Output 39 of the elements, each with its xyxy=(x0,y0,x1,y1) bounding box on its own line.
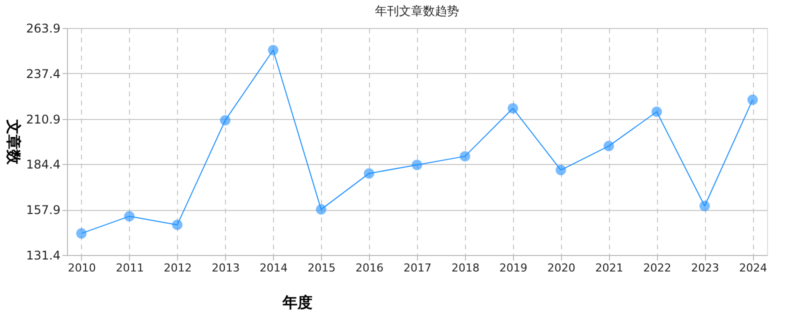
chart-title: 年刊文章数趋势 xyxy=(375,4,459,18)
point xyxy=(124,211,135,222)
y-tick-label: 263.9 xyxy=(26,22,60,36)
x-tick-label: 2019 xyxy=(499,262,528,274)
point xyxy=(604,140,614,152)
y-tick-label: 237.4 xyxy=(26,66,60,81)
x-tick-label: 2021 xyxy=(595,262,624,274)
point xyxy=(699,200,710,212)
point xyxy=(220,115,230,126)
y-tick-label: 131.4 xyxy=(26,248,60,262)
y-tick-label: 210.9 xyxy=(26,112,60,126)
x-tick-label: 2017 xyxy=(404,262,432,274)
x-tick-label: 2023 xyxy=(691,262,720,274)
x-tick-label: 2020 xyxy=(547,262,576,274)
point xyxy=(316,204,326,215)
point xyxy=(651,106,662,118)
point xyxy=(412,160,422,170)
point xyxy=(268,44,278,56)
point xyxy=(76,228,87,239)
point xyxy=(364,168,374,179)
x-tick-label: 2014 xyxy=(260,262,288,274)
x-tick-label: 2016 xyxy=(356,262,384,274)
x-tick-label: 2011 xyxy=(116,262,144,274)
x-axis-title: 年度 xyxy=(282,294,312,312)
x-tick-label: 2022 xyxy=(643,262,672,274)
point xyxy=(747,94,758,106)
y-tick-label: 184.4 xyxy=(26,158,60,172)
point xyxy=(556,164,566,176)
point xyxy=(172,220,183,230)
y-axis-title: 文章数 xyxy=(4,118,22,166)
x-tick-label: 2018 xyxy=(451,262,480,274)
point xyxy=(460,151,470,162)
x-tick-label: 2010 xyxy=(68,262,96,274)
x-tick-label: 2012 xyxy=(164,262,192,274)
point xyxy=(508,103,518,114)
x-tick-label: 2024 xyxy=(739,262,768,274)
x-tick-label: 2015 xyxy=(308,262,336,274)
x-tick-label: 2013 xyxy=(212,262,240,274)
y-tick-label: 157.9 xyxy=(26,203,60,218)
